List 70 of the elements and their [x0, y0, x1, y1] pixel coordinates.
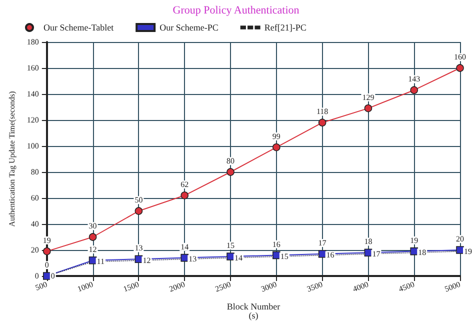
point: [272, 143, 280, 152]
x-tick-label: 4500: [398, 280, 416, 294]
data-label: 0: [50, 272, 55, 280]
data-label: 15: [280, 252, 288, 261]
y-tick-label: 100: [26, 142, 39, 150]
point: [134, 207, 143, 215]
data-label: 19: [42, 236, 51, 245]
data-label: 15: [226, 241, 234, 250]
point: [43, 247, 51, 256]
x-tick-label: 1000: [76, 280, 94, 294]
data-label: 129: [362, 92, 374, 102]
point: [88, 256, 97, 264]
data-label: 14: [234, 253, 242, 262]
y-tick-label: 0: [34, 272, 39, 280]
data-label: 80: [226, 156, 234, 166]
x-tick-label: 5000: [443, 280, 462, 294]
point: [226, 252, 234, 260]
y-tick-label: 180: [26, 38, 39, 46]
data-label: 50: [134, 196, 143, 205]
x-tick-label: 4000: [352, 280, 370, 294]
data-label: 18: [418, 248, 426, 258]
point: [318, 118, 326, 126]
legend-label: Our Scheme-Tablet: [44, 22, 114, 32]
point: [226, 168, 234, 176]
x-tick-label: 3500: [306, 280, 324, 294]
data-label: 0: [44, 260, 49, 270]
data-label: 16: [272, 240, 280, 249]
data-label: 143: [408, 74, 420, 84]
y-tick-label: 80: [30, 168, 39, 176]
point: [180, 192, 188, 200]
y-tick-label: 20: [30, 246, 39, 254]
data-label: 13: [188, 254, 197, 264]
point: [364, 104, 372, 112]
data-label: 160: [454, 52, 466, 62]
x-tick-label: 500: [34, 280, 48, 292]
data-label: 12: [142, 256, 151, 265]
data-label: 62: [180, 180, 189, 189]
data-label: 99: [272, 132, 280, 141]
data-label: 20: [456, 234, 464, 244]
x-tick-label: 2000: [168, 280, 186, 294]
point: [410, 86, 418, 94]
data-label: 13: [134, 244, 143, 253]
data-label: 19: [464, 246, 472, 256]
point: [318, 250, 326, 258]
y-axis-title: Authentication Tag Update Time(seconds): [8, 90, 16, 227]
point: [456, 246, 464, 254]
data-label: 12: [88, 245, 97, 254]
legend-label: Our Scheme-PC: [160, 22, 218, 32]
y-tick-label: 60: [30, 194, 39, 202]
x-tick-label: 2500: [214, 280, 232, 294]
data-label: 30: [88, 222, 97, 231]
y-tick-label: 40: [30, 220, 39, 228]
point: [88, 233, 97, 241]
data-label: 16: [326, 250, 334, 260]
point: [456, 64, 464, 72]
data-label: 17: [372, 249, 380, 258]
data-label: 118: [316, 107, 328, 116]
data-label: 17: [318, 238, 326, 248]
data-label: 11: [96, 257, 105, 266]
data-label: 14: [180, 242, 189, 252]
y-tick-label: 160: [26, 64, 39, 72]
y-tick-label: 140: [26, 90, 39, 98]
x-tick-label: 1500: [122, 280, 140, 294]
chart-title: Group Policy Authentication: [172, 4, 300, 16]
x-tick-label: 3000: [260, 280, 278, 294]
data-label: 19: [410, 236, 418, 245]
legend-label: Ref[21]-PC: [264, 22, 306, 32]
x-axis-title: Block Number (s): [226, 302, 280, 320]
data-label: 18: [364, 237, 372, 246]
y-tick-label: 120: [26, 116, 39, 124]
